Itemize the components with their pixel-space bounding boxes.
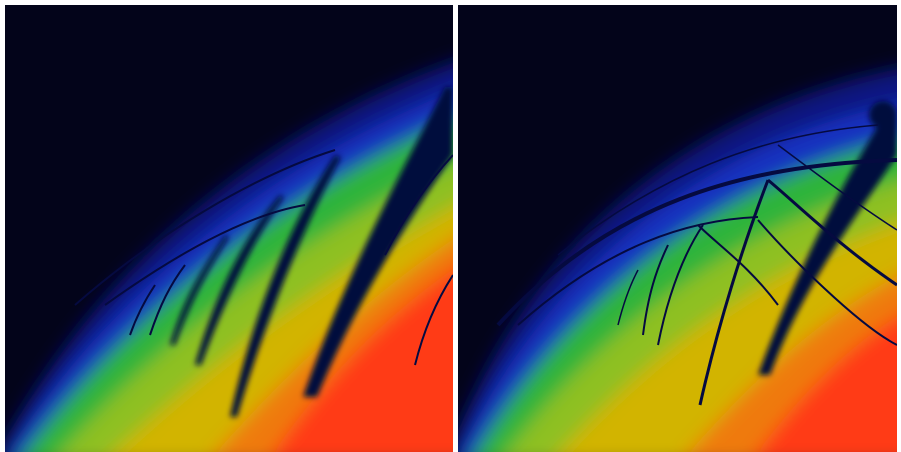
line bbox=[657, 224, 704, 346]
line bbox=[496, 158, 897, 327]
line bbox=[642, 244, 669, 336]
line bbox=[384, 154, 453, 256]
red-band bbox=[273, 269, 453, 452]
streak bbox=[758, 117, 897, 375]
line bbox=[414, 274, 453, 366]
line bbox=[767, 178, 897, 287]
line bbox=[777, 144, 897, 231]
line bbox=[557, 124, 879, 256]
fine-lines bbox=[74, 149, 453, 366]
color-field bbox=[458, 69, 897, 452]
streak bbox=[195, 195, 284, 365]
line bbox=[129, 284, 156, 336]
dark-streaks bbox=[170, 87, 453, 417]
streak bbox=[869, 101, 897, 129]
dark-streaks bbox=[758, 101, 897, 375]
line bbox=[698, 179, 770, 406]
line bbox=[697, 224, 779, 306]
line bbox=[517, 216, 759, 326]
line bbox=[104, 204, 306, 306]
right-panel bbox=[458, 5, 897, 452]
streak bbox=[170, 235, 229, 345]
line bbox=[617, 269, 639, 326]
line bbox=[74, 149, 336, 306]
red-band bbox=[757, 316, 897, 452]
streak bbox=[230, 155, 341, 417]
line bbox=[149, 264, 186, 336]
streak bbox=[303, 87, 453, 397]
fine-lines bbox=[496, 124, 897, 406]
line bbox=[757, 219, 897, 346]
left-panel bbox=[5, 5, 453, 452]
